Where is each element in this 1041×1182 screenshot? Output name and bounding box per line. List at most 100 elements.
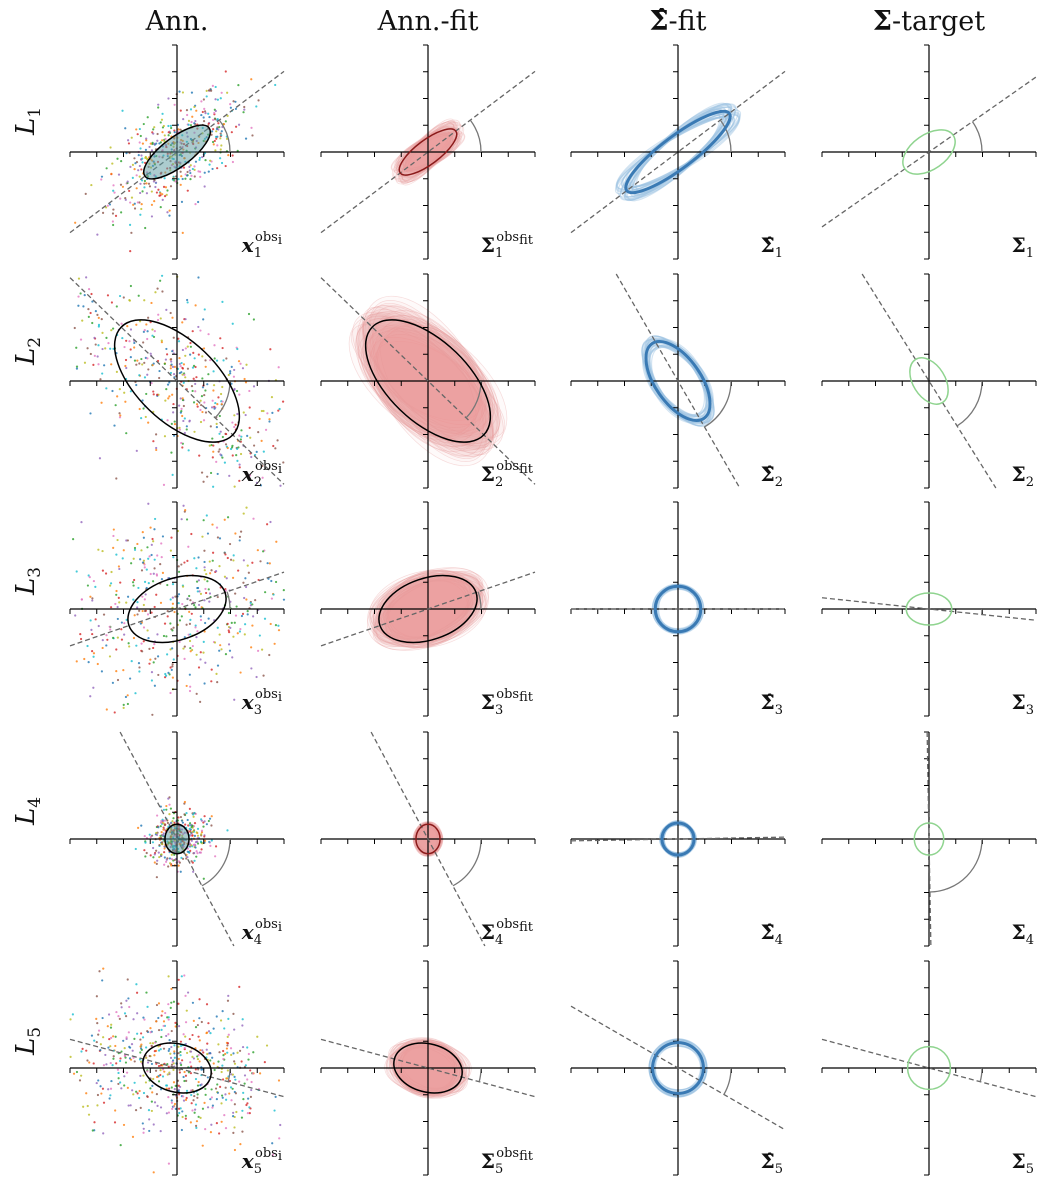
scatter-point bbox=[204, 1093, 207, 1096]
scatter-point bbox=[153, 126, 156, 129]
scatter-point bbox=[90, 628, 93, 631]
scatter-point bbox=[196, 1084, 200, 1087]
scatter-point bbox=[199, 1116, 202, 1120]
scatter-point bbox=[194, 203, 197, 206]
scatter-point bbox=[221, 1096, 224, 1099]
scatter-point bbox=[246, 613, 249, 616]
scatter-point bbox=[201, 1144, 204, 1147]
scatter-point bbox=[133, 548, 137, 551]
ann-ellipse bbox=[143, 124, 211, 180]
scatter-point bbox=[115, 1062, 118, 1065]
scatter-point bbox=[221, 1010, 224, 1013]
scatter-point bbox=[226, 829, 229, 832]
scatter-point bbox=[216, 1091, 220, 1094]
scatter-point bbox=[172, 373, 176, 376]
scatter-point bbox=[72, 1072, 76, 1075]
scatter-point bbox=[259, 1072, 262, 1075]
scatter-point bbox=[153, 1050, 156, 1053]
scatter-point bbox=[216, 144, 219, 147]
scatter-point bbox=[238, 466, 241, 469]
scatter-point bbox=[221, 1078, 225, 1081]
scatter-point bbox=[74, 221, 77, 224]
scatter-point bbox=[80, 598, 83, 601]
sigma-hat-sample bbox=[659, 824, 697, 854]
scatter-point bbox=[232, 554, 235, 557]
scatter-point bbox=[145, 586, 148, 590]
scatter-point bbox=[118, 412, 121, 415]
scatter-point bbox=[129, 250, 132, 253]
orientation-line bbox=[69, 70, 285, 234]
scatter-point bbox=[130, 660, 133, 663]
scatter-point bbox=[197, 325, 200, 329]
scatter-point bbox=[83, 361, 87, 364]
scatter-point bbox=[193, 430, 196, 433]
scatter-point bbox=[177, 570, 181, 573]
scatter-point bbox=[153, 200, 156, 203]
scatter-point bbox=[212, 450, 215, 453]
scatter-point bbox=[148, 1054, 151, 1058]
scatter-point bbox=[236, 1051, 239, 1054]
scatter-point bbox=[239, 1143, 242, 1146]
scatter-point bbox=[96, 1022, 99, 1025]
scatter-point bbox=[177, 1045, 180, 1048]
scatter-point bbox=[189, 647, 192, 650]
scatter-point bbox=[118, 567, 121, 571]
scatter-point bbox=[85, 276, 88, 279]
scatter-point bbox=[169, 358, 173, 361]
orientation-line bbox=[570, 836, 786, 842]
scatter-point bbox=[143, 179, 147, 183]
scatter-point bbox=[231, 160, 235, 164]
scatter-point bbox=[172, 626, 175, 629]
scatter-point bbox=[199, 329, 202, 332]
scatter-point bbox=[130, 196, 134, 199]
scatter-point bbox=[238, 985, 241, 988]
scatter-point bbox=[96, 355, 99, 358]
scatter-point bbox=[124, 127, 127, 130]
scatter-point bbox=[166, 211, 169, 214]
scatter-point bbox=[166, 857, 169, 860]
scatter-point bbox=[203, 171, 206, 174]
scatter-point bbox=[240, 429, 243, 432]
scatter-point bbox=[157, 1028, 161, 1032]
sigma-hat-sample bbox=[629, 106, 727, 198]
scatter-point bbox=[160, 1014, 163, 1017]
scatter-point bbox=[103, 364, 106, 367]
scatter-point bbox=[116, 617, 119, 621]
scatter-point bbox=[167, 97, 170, 100]
scatter-point bbox=[114, 1109, 117, 1112]
scatter-point bbox=[138, 175, 141, 178]
scatter-point bbox=[194, 119, 197, 123]
scatter-point bbox=[178, 371, 181, 375]
scatter-point bbox=[166, 353, 169, 356]
scatter-point bbox=[145, 1056, 148, 1059]
scatter-point bbox=[159, 1069, 162, 1072]
scatter-point bbox=[172, 817, 175, 820]
panel-label: Σ1obsfit bbox=[481, 230, 534, 261]
scatter-point bbox=[91, 597, 94, 600]
scatter-point bbox=[168, 1087, 171, 1090]
panel-ann-row-2: x2obsi bbox=[69, 273, 285, 490]
scatter-point bbox=[133, 1081, 136, 1084]
scatter-point bbox=[136, 201, 139, 204]
scatter-point bbox=[233, 698, 236, 701]
scatter-point bbox=[97, 624, 100, 628]
scatter-point bbox=[212, 370, 215, 373]
scatter-point bbox=[152, 661, 155, 664]
scatter-point bbox=[191, 1033, 194, 1037]
scatter-point bbox=[100, 175, 104, 178]
panel-sigma-hat-row-1: Σ̂1 bbox=[570, 44, 786, 261]
scatter-point bbox=[159, 601, 163, 604]
scatter-point bbox=[224, 1127, 228, 1130]
scatter-point bbox=[69, 1018, 72, 1021]
scatter-point bbox=[112, 1055, 115, 1058]
orientation-line bbox=[926, 731, 932, 947]
scatter-point bbox=[131, 581, 135, 584]
scatter-point bbox=[112, 1035, 115, 1038]
scatter-point bbox=[153, 605, 156, 609]
scatter-point bbox=[258, 634, 261, 637]
scatter-point bbox=[238, 393, 241, 396]
scatter-point bbox=[214, 118, 217, 121]
scatter-point bbox=[199, 1084, 202, 1087]
row-label-1: L1 bbox=[11, 107, 45, 136]
sigma-hat-sample bbox=[617, 106, 739, 198]
